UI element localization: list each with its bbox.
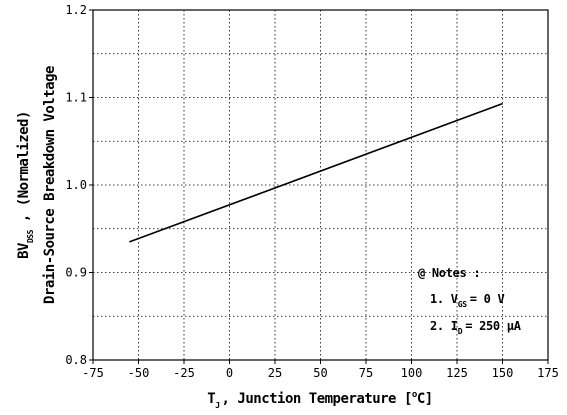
series-layer (129, 102, 503, 243)
x-tick-label: 50 (313, 366, 327, 380)
x-tick-label: -75 (82, 366, 104, 380)
tick-layer: -75 -50 -25 0 25 50 75 100 125 150 175 0.8 0.9 1.0 1.1… (65, 3, 559, 380)
x-tick-label: 75 (359, 366, 373, 380)
y-tick-label: 0.8 (65, 353, 87, 367)
note-2: 2. ID = 250 μA (430, 319, 522, 336)
series-line (129, 102, 503, 243)
y-axis-label-line1: BVDSS, (Normalized) (16, 111, 35, 259)
x-tick-label: -50 (128, 366, 150, 380)
x-tick-label: 0 (226, 366, 233, 380)
y-axis-label-line2: Drain-Source Breakdown Voltage (42, 66, 58, 304)
x-tick-label: 150 (492, 366, 514, 380)
x-tick-label: 175 (537, 366, 559, 380)
y-tick-label: 1.2 (65, 3, 87, 17)
x-tick-label: -25 (173, 366, 195, 380)
notes-block: @ Notes : 1. VGS = 0 V 2. ID = 250 μA (418, 266, 522, 336)
y-axis-label: BVDSS, (Normalized) Drain-Source Breakdo… (16, 66, 58, 304)
y-tick-label: 1.0 (65, 178, 87, 192)
x-axis-label: TJ, Junction Temperature [oC] (207, 390, 432, 410)
notes-heading: @ Notes : (418, 266, 480, 280)
y-tick-label: 1.1 (65, 91, 87, 105)
x-tick-label: 100 (401, 366, 423, 380)
y-tick-label: 0.9 (65, 266, 87, 280)
x-tick-label: 125 (446, 366, 468, 380)
x-tick-label: 25 (268, 366, 282, 380)
plot-area (93, 10, 548, 360)
note-1: 1. VGS = 0 V (430, 292, 504, 309)
